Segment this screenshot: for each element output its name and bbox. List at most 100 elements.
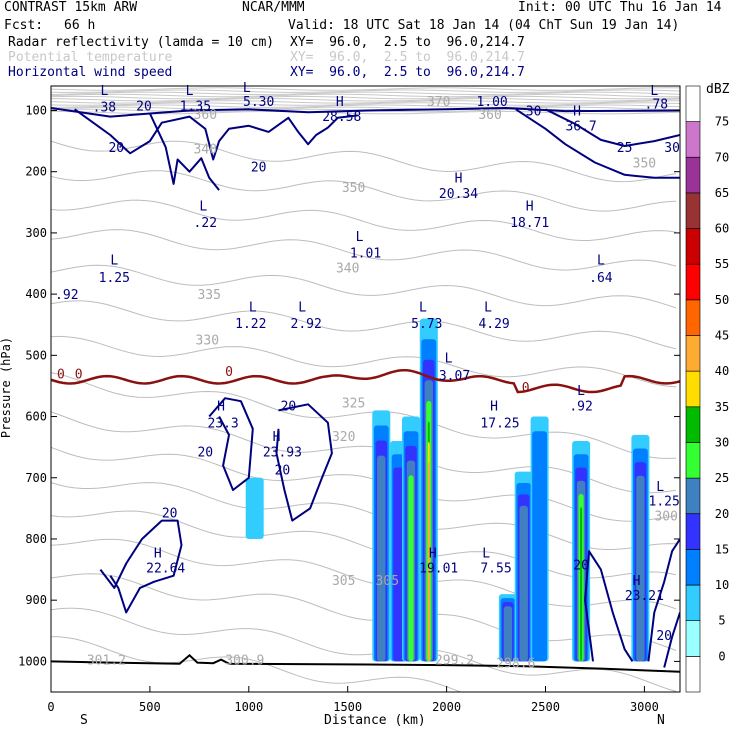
colorbar-level-label: 40 xyxy=(715,364,729,378)
colorbar-swatch xyxy=(685,370,701,408)
theta-contour xyxy=(51,573,677,651)
wind-contour-label: L xyxy=(597,254,605,269)
wind-contour-label: H xyxy=(217,399,225,414)
model-title: CONTRAST 15km ARW xyxy=(4,0,138,15)
wind-contour-label: 20 xyxy=(573,559,589,574)
wind-contour-label: 20 xyxy=(251,161,267,176)
wind-contour-label: 5.73 xyxy=(411,317,442,332)
theta-contour-label: 350 xyxy=(633,156,656,171)
wind-contour-label: L xyxy=(298,300,306,315)
theta-contour xyxy=(51,538,677,610)
colorbar-level-label: 0 xyxy=(718,649,725,663)
colorbar-swatch xyxy=(685,406,701,443)
freezing-level-label: 0 xyxy=(57,368,65,383)
wind-contour-label: 5.30 xyxy=(243,95,274,110)
colorbar-level-label: 25 xyxy=(715,471,729,485)
theta-contour xyxy=(51,300,677,350)
wind-contour-label: H xyxy=(633,574,641,589)
colorbar-swatch xyxy=(685,620,701,657)
theta-contour xyxy=(51,446,677,522)
wind-contour-label: .92 xyxy=(55,288,78,303)
theta-contour xyxy=(51,510,677,579)
wind-speed-contour xyxy=(663,612,680,668)
theta-band-line xyxy=(51,89,680,93)
x-axis-tick-label: 500 xyxy=(139,700,161,714)
wind-contour-label: H xyxy=(490,399,498,414)
init-time: Init: 00 UTC Thu 16 Jan 14 xyxy=(518,0,722,15)
x-axis-tick-label: 1000 xyxy=(234,700,263,714)
wind-contour-label: .22 xyxy=(194,216,217,231)
wind-speed-contour xyxy=(584,550,634,662)
theta-contour xyxy=(51,372,677,459)
valid-time: Valid: 18 UTC Sat 18 Jan 14 (04 ChT Sun … xyxy=(288,18,680,33)
wind-contour-label: 1.01 xyxy=(350,246,381,261)
freezing-level-label: 0 xyxy=(75,368,83,383)
theta-contour xyxy=(51,264,677,309)
wind-contour-label: 1.35 xyxy=(180,100,211,115)
reflectivity-cell xyxy=(427,462,430,662)
wind-contour-label: L xyxy=(445,352,453,367)
theta-contour-label: 305 xyxy=(332,574,355,589)
freezing-level-line xyxy=(51,368,680,394)
theta-contour xyxy=(51,411,677,494)
wind-contour-label: 4.29 xyxy=(478,317,509,332)
wind-contour-label: H xyxy=(336,95,344,110)
org-label: NCAR/MMM xyxy=(242,0,305,15)
wind-contour-label: 20 xyxy=(162,507,178,522)
theta-contour-label: 360 xyxy=(478,108,501,123)
wind-contour-label: H xyxy=(573,104,581,119)
y-axis-tick-label: 300 xyxy=(25,226,47,240)
wind-contour-label: 2.92 xyxy=(291,317,322,332)
colorbar-level-label: 35 xyxy=(715,400,729,414)
theta-contour-label: 325 xyxy=(342,396,365,411)
theta-contour xyxy=(51,140,677,183)
theta-contour-label: 301.2 xyxy=(87,654,126,669)
field-xy-wind: XY= 96.0, 2.5 to 96.0,214.7 xyxy=(290,65,525,80)
theta-band-line xyxy=(51,104,680,108)
theta-band-line xyxy=(51,87,680,91)
wind-contour-label: .92 xyxy=(569,399,592,414)
wind-contour-label: L xyxy=(199,199,207,214)
y-axis-tick-label: 600 xyxy=(25,410,47,424)
wind-contour-label: 17.25 xyxy=(480,417,519,432)
theta-band-line xyxy=(51,95,680,100)
wind-speed-contour xyxy=(99,519,183,614)
wind-contour-label: 22.64 xyxy=(146,562,185,577)
wind-contour-label: .64 xyxy=(589,271,613,286)
colorbar-swatch xyxy=(685,549,701,586)
colorbar-level-label: 15 xyxy=(715,542,729,556)
theta-contour-label: 335 xyxy=(197,288,220,303)
y-axis-tick-label: 200 xyxy=(25,165,47,179)
wind-contour-label: 3.07 xyxy=(439,369,470,384)
theta-band-line xyxy=(51,97,680,102)
wind-contour-label: .38 xyxy=(93,101,116,116)
wind-contour-label: L xyxy=(243,81,251,96)
wind-contour-label: H xyxy=(273,430,281,445)
y-axis-tick-label: 500 xyxy=(25,348,47,362)
wind-contour-label: 20 xyxy=(275,464,291,479)
theta-contour xyxy=(51,170,677,212)
wind-speed-contour xyxy=(515,108,680,179)
theta-contour-label: 360 xyxy=(194,108,217,123)
theta-contour-label: 370 xyxy=(427,95,450,110)
wind-contour-label: H xyxy=(429,546,437,561)
theta-contour-label: 340 xyxy=(336,262,359,277)
y-axis-tick-label: 400 xyxy=(25,287,47,301)
colorbar-swatch xyxy=(685,656,701,693)
colorbar-level-label: 60 xyxy=(715,222,729,236)
y-axis-tick-label: 100 xyxy=(25,103,47,117)
theta-band-line xyxy=(51,100,680,104)
theta-band-line xyxy=(51,102,680,106)
colorbar-level-label: 55 xyxy=(715,257,729,271)
wind-contour-label: L xyxy=(100,84,108,99)
reflectivity-cell xyxy=(519,505,528,662)
wind-contour-label: 1.22 xyxy=(235,317,266,332)
wind-contour-label: 23.93 xyxy=(263,445,302,460)
field-name-wind: Horizontal wind speed xyxy=(8,65,173,80)
fcst-value: 66 h xyxy=(64,18,96,33)
theta-contour xyxy=(51,607,677,692)
x-axis-left-end: S xyxy=(80,713,88,728)
colorbar-level-label: 65 xyxy=(715,186,729,200)
terrain-line xyxy=(51,653,680,673)
wind-contour-label: 18.71 xyxy=(510,216,549,231)
